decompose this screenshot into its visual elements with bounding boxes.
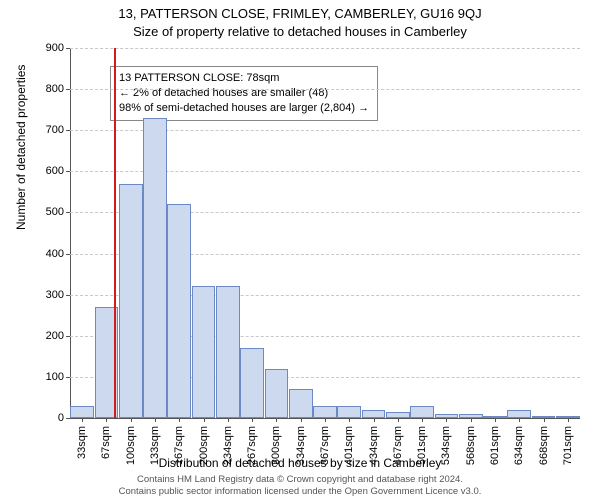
x-tick-mark xyxy=(495,418,496,422)
y-tick-label: 800 xyxy=(46,83,64,95)
x-tick-mark xyxy=(131,418,132,422)
y-tick-mark xyxy=(66,171,70,172)
y-tick-label: 600 xyxy=(46,165,64,177)
histogram-bar xyxy=(265,369,289,418)
y-tick-mark xyxy=(66,48,70,49)
footer-line-2: Contains public sector information licen… xyxy=(0,486,600,498)
histogram-bar xyxy=(119,184,143,418)
y-tick-label: 500 xyxy=(46,206,64,218)
y-tick-label: 400 xyxy=(46,248,64,260)
grid-line xyxy=(70,48,580,49)
x-tick-mark xyxy=(471,418,472,422)
footer-line-1: Contains HM Land Registry data © Crown c… xyxy=(0,474,600,486)
histogram-bar xyxy=(362,410,386,418)
x-axis-label: Distribution of detached houses by size … xyxy=(0,456,600,470)
x-tick-mark xyxy=(301,418,302,422)
y-axis-line xyxy=(70,48,71,418)
x-tick-mark xyxy=(252,418,253,422)
x-tick-mark xyxy=(82,418,83,422)
y-tick-mark xyxy=(66,377,70,378)
x-tick-mark xyxy=(179,418,180,422)
histogram-bar xyxy=(410,406,434,418)
y-tick-label: 700 xyxy=(46,124,64,136)
grid-line xyxy=(70,89,580,90)
x-tick-mark xyxy=(349,418,350,422)
x-tick-mark xyxy=(325,418,326,422)
annotation-line-3: 98% of semi-detached houses are larger (… xyxy=(119,101,369,116)
histogram-bar xyxy=(313,406,337,418)
y-axis-label: Number of detached properties xyxy=(14,65,28,230)
annotation-line-2: ← 2% of detached houses are smaller (48) xyxy=(119,86,369,101)
x-tick-mark xyxy=(446,418,447,422)
histogram-bar xyxy=(216,286,240,418)
x-tick-mark xyxy=(106,418,107,422)
y-tick-label: 200 xyxy=(46,330,64,342)
y-tick-label: 0 xyxy=(58,412,64,424)
annotation-line-1: 13 PATTERSON CLOSE: 78sqm xyxy=(119,71,369,86)
histogram-plot-area: 13 PATTERSON CLOSE: 78sqm ← 2% of detach… xyxy=(70,48,580,419)
histogram-bar xyxy=(240,348,264,418)
histogram-bar xyxy=(289,389,313,418)
y-tick-mark xyxy=(66,295,70,296)
x-tick-mark xyxy=(155,418,156,422)
y-tick-label: 900 xyxy=(46,42,64,54)
x-tick-mark xyxy=(519,418,520,422)
y-tick-mark xyxy=(66,336,70,337)
x-tick-mark xyxy=(398,418,399,422)
histogram-bar xyxy=(337,406,361,418)
x-tick-mark xyxy=(544,418,545,422)
histogram-bar xyxy=(143,118,167,418)
x-tick-mark xyxy=(374,418,375,422)
x-tick-mark xyxy=(228,418,229,422)
y-tick-mark xyxy=(66,254,70,255)
x-tick-label: 33sqm xyxy=(76,426,88,459)
y-tick-mark xyxy=(66,418,70,419)
annotation-callout: 13 PATTERSON CLOSE: 78sqm ← 2% of detach… xyxy=(110,66,378,121)
y-tick-mark xyxy=(66,89,70,90)
x-tick-label: 67sqm xyxy=(100,426,112,459)
y-tick-mark xyxy=(66,130,70,131)
histogram-bar xyxy=(167,204,191,418)
x-tick-mark xyxy=(422,418,423,422)
reference-marker-line xyxy=(114,48,116,418)
y-tick-label: 300 xyxy=(46,289,64,301)
x-tick-mark xyxy=(568,418,569,422)
histogram-bar xyxy=(192,286,216,418)
y-tick-mark xyxy=(66,212,70,213)
x-tick-mark xyxy=(204,418,205,422)
y-tick-label: 100 xyxy=(46,371,64,383)
chart-title-subtitle: Size of property relative to detached ho… xyxy=(0,24,600,39)
histogram-bar xyxy=(507,410,531,418)
attribution-footer: Contains HM Land Registry data © Crown c… xyxy=(0,474,600,498)
x-tick-mark xyxy=(276,418,277,422)
chart-title-address: 13, PATTERSON CLOSE, FRIMLEY, CAMBERLEY,… xyxy=(0,6,600,21)
histogram-bar xyxy=(70,406,94,418)
